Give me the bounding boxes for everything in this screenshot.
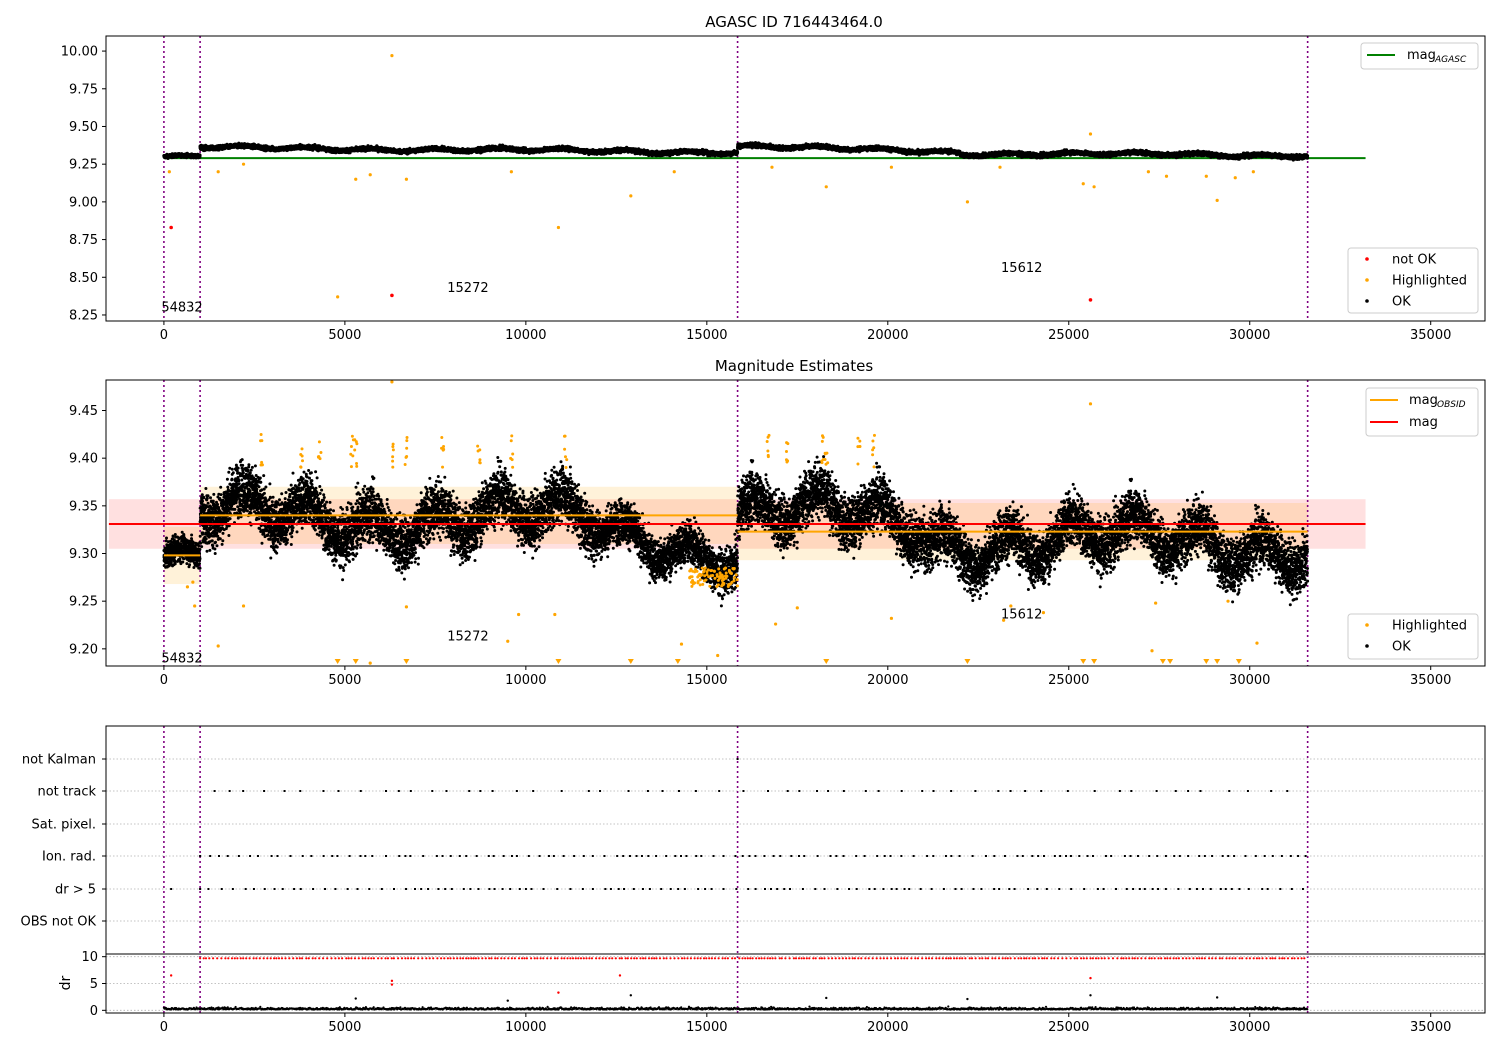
x-tick-label: 0: [160, 328, 168, 343]
y-tick-label: 8.75: [69, 233, 98, 248]
y-tick-label: 9.75: [69, 82, 98, 97]
x-tick-label: 25000: [1048, 328, 1089, 343]
x-tick-label: 35000: [1410, 328, 1451, 343]
y-tick-label: 8.25: [69, 308, 98, 323]
y-tick-label: 9.50: [69, 120, 98, 135]
x-tick-label: 10000: [505, 328, 546, 343]
panel-agasc-title: AGASC ID 716443464.0: [705, 13, 883, 31]
x-tick-label: 20000: [867, 328, 908, 343]
x-tick-label: 5000: [328, 328, 361, 343]
ok-point: [198, 153, 202, 157]
panel-agasc: AGASC ID 716443464.0 0 5000 10000 15000 2000…: [61, 13, 1486, 343]
y-tick-label: 9.25: [69, 158, 98, 173]
y-tick-label: 10.00: [61, 45, 98, 60]
panel-agasc-plot-area: 0 5000 10000 15000 20000 25000 30000 35000 8.25 8…: [61, 36, 1451, 343]
y-tick-label: 8.50: [69, 271, 98, 286]
x-tick-label: 15000: [686, 328, 727, 343]
x-tick-label: 30000: [1229, 328, 1270, 343]
y-tick-label: 9.00: [69, 195, 98, 210]
